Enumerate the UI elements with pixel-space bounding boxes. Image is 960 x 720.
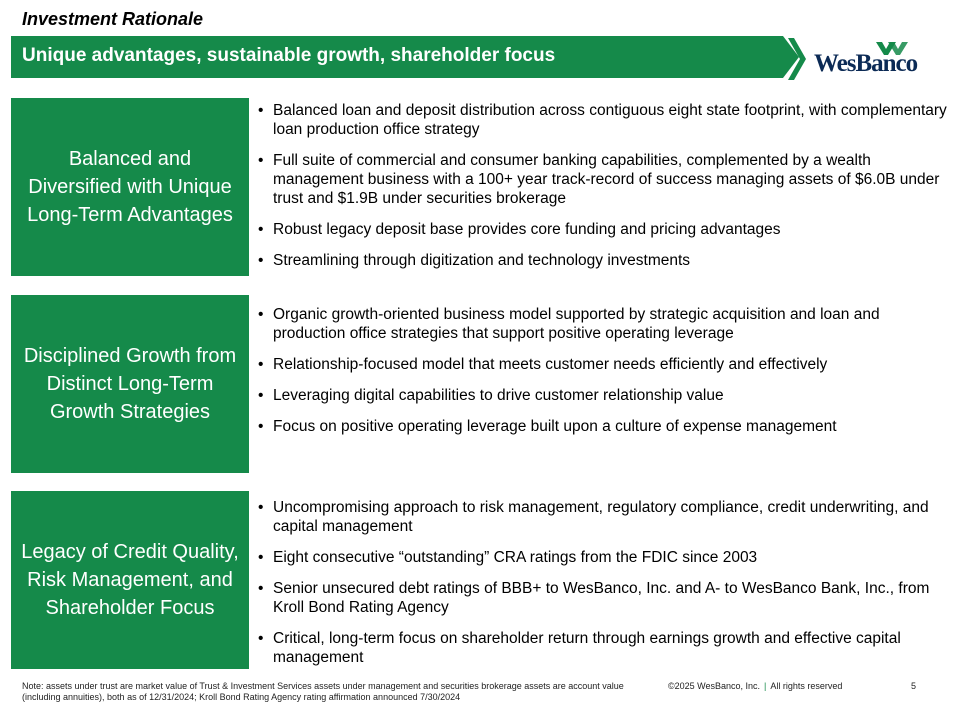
copyright-text: ©2025 WesBanco, Inc. <box>668 681 761 691</box>
list-item: Senior unsecured debt ratings of BBB+ to… <box>258 579 948 617</box>
pillar-disciplined-growth: Disciplined Growth from Distinct Long-Te… <box>11 295 249 473</box>
wesbanco-logo-icon <box>876 42 908 55</box>
list-item: Critical, long-term focus on shareholder… <box>258 629 948 667</box>
list-item: Streamlining through digitization and te… <box>258 251 948 270</box>
list-item: Relationship-focused model that meets cu… <box>258 355 948 374</box>
list-item: Leveraging digital capabilities to drive… <box>258 386 948 405</box>
page-title: Unique advantages, sustainable growth, s… <box>22 45 556 66</box>
logo-wordmark: WesBanco <box>814 50 918 77</box>
section-label: Investment Rationale <box>22 9 204 29</box>
footnote: Note: assets under trust are market valu… <box>22 681 624 702</box>
list-item: Organic growth-oriented business model s… <box>258 305 948 343</box>
list-item: Focus on positive operating leverage bui… <box>258 417 948 436</box>
title-banner <box>11 36 783 78</box>
pillar-balanced: Balanced and Diversified with Unique Lon… <box>11 98 249 276</box>
page-number: 5 <box>911 681 917 691</box>
pillar-legacy-credit-bullets: Uncompromising approach to risk manageme… <box>258 498 948 679</box>
pillar-balanced-bullets: Balanced loan and deposit distribution a… <box>258 101 948 282</box>
rights-text: All rights reserved <box>770 681 843 691</box>
list-item: Robust legacy deposit base provides core… <box>258 220 948 239</box>
copyright: ©2025 WesBanco, Inc. | All rights reserved <box>668 681 842 691</box>
pillar-legacy-credit: Legacy of Credit Quality, Risk Managemen… <box>11 491 249 669</box>
list-item: Uncompromising approach to risk manageme… <box>258 498 948 536</box>
list-item: Eight consecutive “outstanding” CRA rati… <box>258 548 948 567</box>
list-item: Balanced loan and deposit distribution a… <box>258 101 948 139</box>
pillar-disciplined-growth-bullets: Organic growth-oriented business model s… <box>258 305 948 448</box>
chevron-decoration-icon <box>788 38 806 80</box>
list-item: Full suite of commercial and consumer ba… <box>258 151 948 208</box>
footer-separator: | <box>764 681 767 691</box>
